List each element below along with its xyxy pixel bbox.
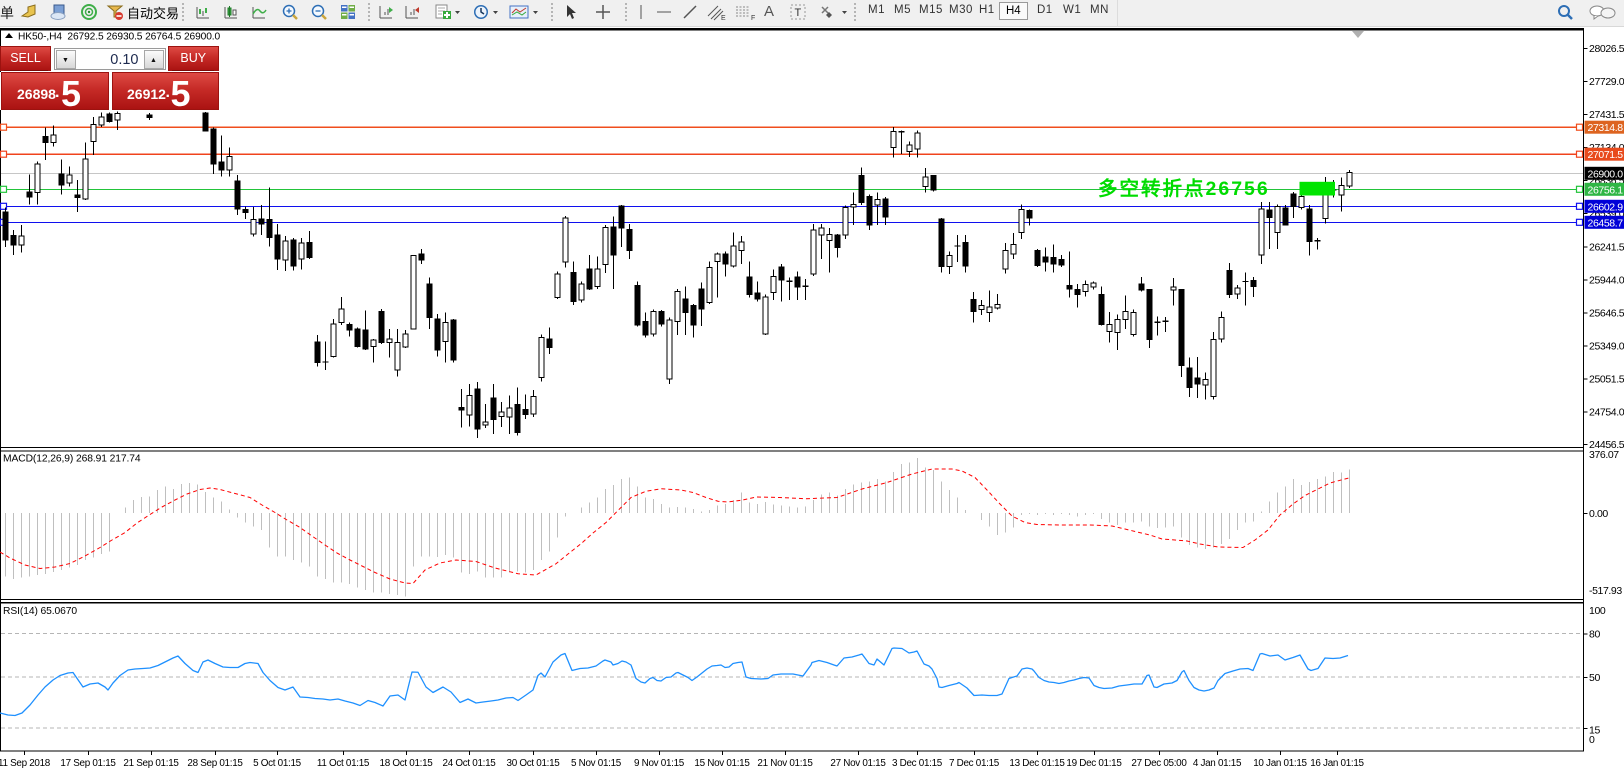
svg-text:10 Jan 01:15: 10 Jan 01:15 <box>1253 758 1307 769</box>
svg-text:18 Oct 01:15: 18 Oct 01:15 <box>380 758 434 769</box>
svg-text:25349.0: 25349.0 <box>1589 341 1624 353</box>
svg-text:26900.0: 26900.0 <box>1588 168 1624 180</box>
svg-text:376.07: 376.07 <box>1589 449 1619 461</box>
svg-text:24754.0: 24754.0 <box>1589 407 1624 419</box>
svg-text:RSI(14) 65.0670: RSI(14) 65.0670 <box>3 606 77 617</box>
svg-text:11 Oct 01:15: 11 Oct 01:15 <box>317 758 370 769</box>
svg-text:26241.5: 26241.5 <box>1589 242 1624 254</box>
svg-text:13 Dec 01:15: 13 Dec 01:15 <box>1009 758 1065 769</box>
svg-text:0: 0 <box>1589 734 1595 746</box>
svg-text:E: E <box>721 15 726 21</box>
svg-text:17 Sep 01:15: 17 Sep 01:15 <box>60 758 116 769</box>
svg-text:19 Dec 01:15: 19 Dec 01:15 <box>1066 758 1122 769</box>
svg-text:25051.5: 25051.5 <box>1589 374 1624 386</box>
svg-text:T: T <box>795 7 802 19</box>
svg-text:4 Jan 01:15: 4 Jan 01:15 <box>1193 758 1242 769</box>
svg-text:25944.0: 25944.0 <box>1589 275 1624 287</box>
svg-text:28026.5: 28026.5 <box>1589 43 1624 55</box>
svg-text:27431.5: 27431.5 <box>1589 109 1624 121</box>
svg-text:0.00: 0.00 <box>1589 508 1608 520</box>
svg-text:27071.5: 27071.5 <box>1588 149 1624 161</box>
svg-text:26602.9: 26602.9 <box>1588 201 1624 213</box>
svg-text:24 Oct 01:15: 24 Oct 01:15 <box>443 758 497 769</box>
svg-text:21 Nov 01:15: 21 Nov 01:15 <box>757 758 813 769</box>
svg-text:27 Nov 01:15: 27 Nov 01:15 <box>830 758 886 769</box>
svg-text:28 Sep 01:15: 28 Sep 01:15 <box>187 758 243 769</box>
svg-text:80: 80 <box>1589 629 1600 641</box>
svg-text:26756.1: 26756.1 <box>1588 184 1624 196</box>
svg-text:F: F <box>751 15 755 21</box>
svg-text:50: 50 <box>1589 672 1600 684</box>
svg-text:5 Oct 01:15: 5 Oct 01:15 <box>253 758 302 769</box>
svg-text:27729.0: 27729.0 <box>1589 76 1624 88</box>
svg-text:7 Dec 01:15: 7 Dec 01:15 <box>949 758 1000 769</box>
svg-text:9 Nov 01:15: 9 Nov 01:15 <box>634 758 685 769</box>
svg-text:16 Jan 01:15: 16 Jan 01:15 <box>1310 758 1364 769</box>
svg-text:3 Dec 01:15: 3 Dec 01:15 <box>892 758 943 769</box>
svg-text:27 Dec 05:00: 27 Dec 05:00 <box>1131 758 1187 769</box>
svg-text:多空转折点26756: 多空转折点26756 <box>1098 177 1270 200</box>
svg-text:21 Sep 01:15: 21 Sep 01:15 <box>123 758 179 769</box>
svg-text:11 Sep 2018: 11 Sep 2018 <box>0 758 51 769</box>
svg-text:26458.7: 26458.7 <box>1588 217 1624 229</box>
svg-text:15 Nov 01:15: 15 Nov 01:15 <box>694 758 750 769</box>
svg-text:-517.93: -517.93 <box>1589 585 1622 597</box>
svg-text:27314.8: 27314.8 <box>1588 122 1624 134</box>
svg-text:HK50-,H4 26792.5 26930.5 2676: HK50-,H4 26792.5 26930.5 26764.5 26900.0 <box>18 32 221 43</box>
svg-text:MACD(12,26,9) 268.91 217.74: MACD(12,26,9) 268.91 217.74 <box>3 454 141 465</box>
svg-text:30 Oct 01:15: 30 Oct 01:15 <box>507 758 561 769</box>
svg-text:25646.5: 25646.5 <box>1589 308 1624 320</box>
svg-text:5 Nov 01:15: 5 Nov 01:15 <box>571 758 622 769</box>
svg-text:100: 100 <box>1589 605 1606 617</box>
